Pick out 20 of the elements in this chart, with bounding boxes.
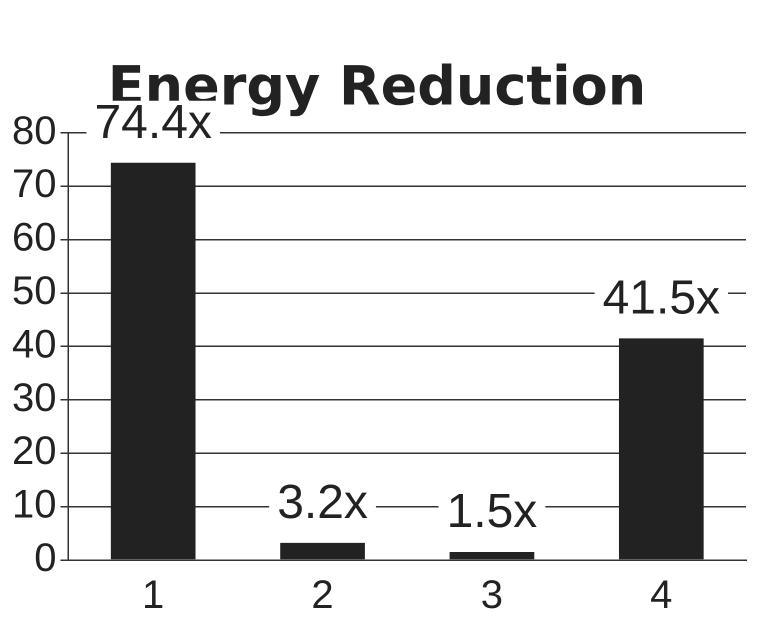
y-tick-label: 80	[12, 108, 56, 153]
x-tick-label: 2	[311, 573, 334, 618]
y-tick-label: 0	[34, 536, 56, 580]
bar	[450, 552, 534, 560]
x-tick-label: 1	[142, 573, 164, 618]
y-tick-label: 10	[12, 482, 56, 527]
y-tick-label: 20	[12, 429, 56, 474]
bar	[618, 338, 704, 560]
bar	[110, 162, 196, 560]
data-label: 1.5x	[446, 485, 538, 538]
x-tick-label: 4	[650, 573, 672, 618]
y-tick-label: 50	[12, 269, 56, 314]
y-tick-label: 70	[12, 162, 56, 206]
data-label: 41.5x	[602, 272, 720, 325]
x-tick-label: 3	[480, 573, 504, 618]
y-tick-label: 30	[12, 376, 56, 420]
data-label: 3.2x	[277, 476, 368, 530]
y-tick-label: 60	[12, 216, 56, 260]
y-tick-label: 40	[12, 322, 56, 366]
bar	[280, 542, 365, 560]
